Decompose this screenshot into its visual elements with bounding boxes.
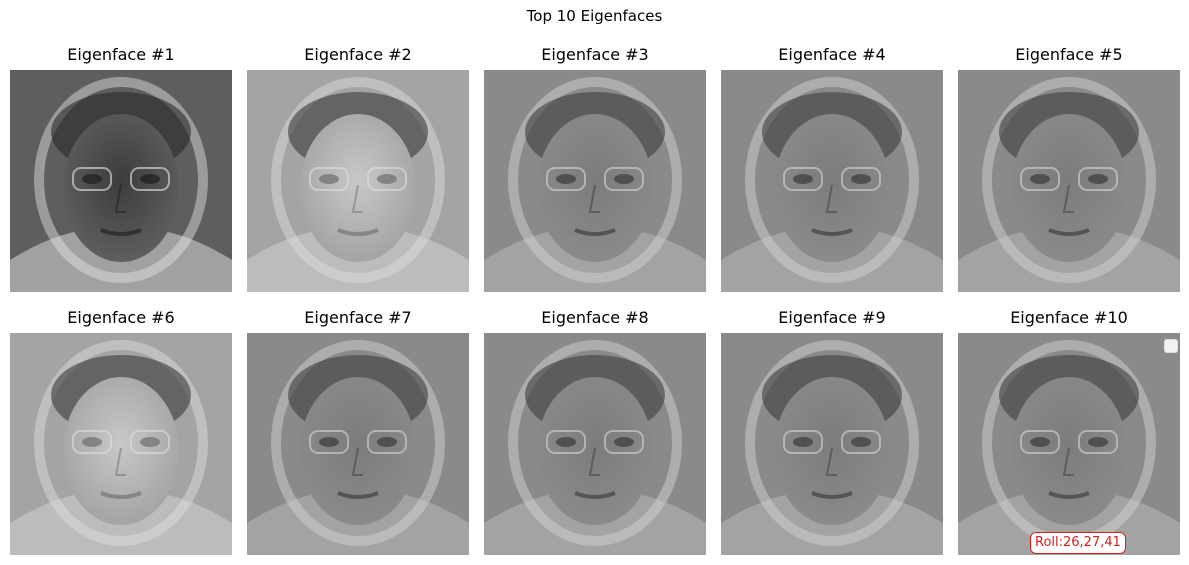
eigenface-panel-8: Eigenface #8: [484, 308, 706, 555]
eigenface-image-10: [958, 333, 1180, 555]
eigenface-image-1: [10, 70, 232, 292]
eigenface-image-5: [958, 70, 1180, 292]
eigenface-panel-10: Eigenface #10 Roll:26,27,41: [958, 308, 1180, 555]
panel-title-2: Eigenface #2: [304, 45, 412, 64]
eigenface-image-2: [247, 70, 469, 292]
panel-title-8: Eigenface #8: [541, 308, 649, 327]
figure-title: Top 10 Eigenfaces: [526, 7, 663, 25]
eigenface-panel-9: Eigenface #9: [721, 308, 943, 555]
panel-title-1: Eigenface #1: [67, 45, 175, 64]
panel-title-10: Eigenface #10: [1010, 308, 1128, 327]
eigenface-image-8: [484, 333, 706, 555]
panel-title-3: Eigenface #3: [541, 45, 649, 64]
roll-annotation: Roll:26,27,41: [1030, 532, 1126, 554]
eigenface-panel-1: Eigenface #1: [10, 45, 232, 292]
panel-title-9: Eigenface #9: [778, 308, 886, 327]
eigenface-panel-4: Eigenface #4: [721, 45, 943, 292]
legend-marker: [1164, 339, 1178, 353]
panel-title-6: Eigenface #6: [67, 308, 175, 327]
eigenface-image-3: [484, 70, 706, 292]
eigenface-panel-3: Eigenface #3: [484, 45, 706, 292]
panel-title-4: Eigenface #4: [778, 45, 886, 64]
eigenface-image-6: [10, 333, 232, 555]
eigenface-image-4: [721, 70, 943, 292]
eigenface-panel-2: Eigenface #2: [247, 45, 469, 292]
eigenface-panel-7: Eigenface #7: [247, 308, 469, 555]
panel-title-7: Eigenface #7: [304, 308, 412, 327]
eigenface-panel-6: Eigenface #6: [10, 308, 232, 555]
eigenface-panel-5: Eigenface #5: [958, 45, 1180, 292]
eigenface-image-9: [721, 333, 943, 555]
panel-title-5: Eigenface #5: [1015, 45, 1123, 64]
eigenface-image-7: [247, 333, 469, 555]
